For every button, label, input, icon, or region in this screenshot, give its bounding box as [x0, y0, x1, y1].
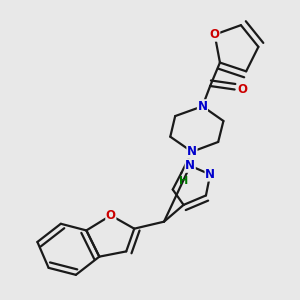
Text: N: N: [185, 159, 195, 172]
Text: O: O: [210, 28, 220, 41]
Text: N: N: [205, 168, 215, 181]
Text: N: N: [187, 145, 197, 158]
Text: H: H: [179, 176, 188, 187]
Text: O: O: [237, 83, 247, 96]
Text: O: O: [106, 209, 116, 222]
Text: N: N: [197, 100, 208, 113]
